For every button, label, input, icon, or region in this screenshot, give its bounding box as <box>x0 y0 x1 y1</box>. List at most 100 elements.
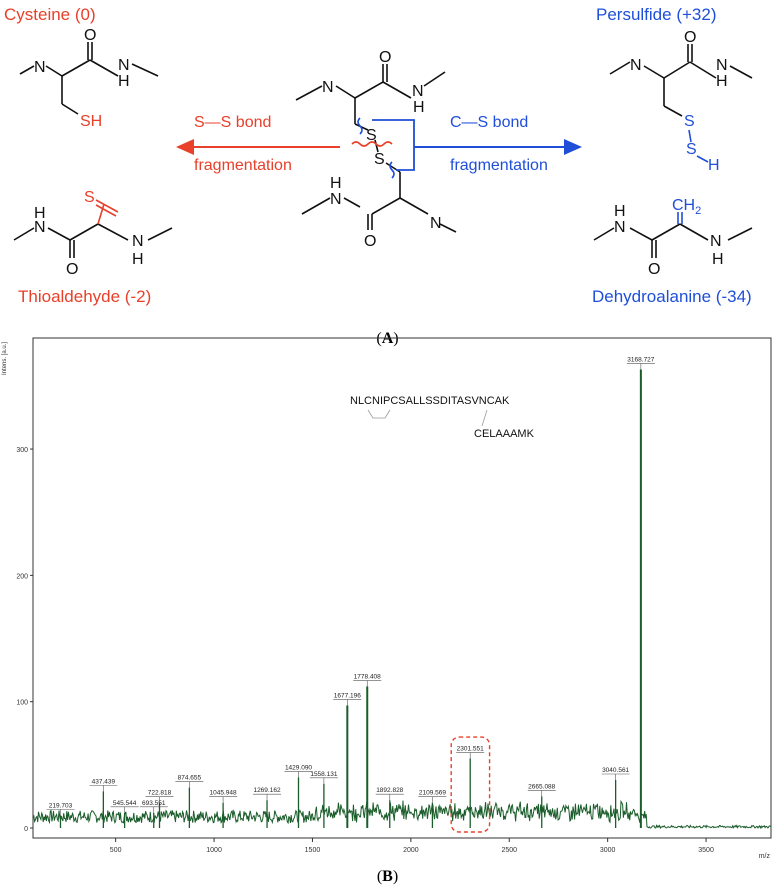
svg-text:N: N <box>132 233 144 250</box>
spectrum-baseline-trace <box>32 799 771 830</box>
x-tick-label: 1000 <box>206 847 222 854</box>
atom-h-top: H <box>413 99 425 116</box>
reaction-scheme: N O N H S S N H O N S—S bond fragmentati… <box>4 5 753 306</box>
x-tick-label: 2000 <box>403 847 419 854</box>
peak-label: 3040.561 <box>602 767 629 774</box>
peak-labels: 219.703 437.439 545.544 693.551 722.818 874.6… <box>46 356 655 816</box>
svg-text:N: N <box>34 59 46 76</box>
dehydroalanine-structure <box>593 223 753 258</box>
cysteine-atoms: N O N H <box>34 27 130 90</box>
persulfide-structure <box>609 44 753 117</box>
peak-label: 3168.727 <box>627 356 654 363</box>
peak-label: 219.703 <box>49 802 73 809</box>
atom-o-bottom: O <box>364 233 376 250</box>
cysteine-title: Cysteine (0) <box>4 5 96 24</box>
x-tick-label: 3000 <box>600 847 616 854</box>
svg-text:H: H <box>118 73 130 90</box>
thioaldehyde-atoms: H N O N H <box>34 205 144 278</box>
svg-text:H: H <box>614 203 626 220</box>
cs-bond-label: C—S bond <box>450 114 528 131</box>
panel-b-caption: (B) <box>376 868 399 885</box>
cysteine-structure <box>19 42 159 115</box>
cs-fragmentation-label: fragmentation <box>450 157 548 174</box>
svg-text:N: N <box>34 219 46 236</box>
x-axis-ticks: 500 1000 1500 2000 2500 3000 3500 <box>110 838 714 854</box>
persulfide-ssh-group: S S H <box>684 113 720 174</box>
peak-label: 693.551 <box>142 800 166 807</box>
x-tick-label: 1500 <box>305 847 321 854</box>
peak-label: 722.818 <box>148 790 172 797</box>
peptide-linker-2 <box>481 409 488 427</box>
svg-text:N: N <box>630 57 642 74</box>
peak-label: 1677.196 <box>334 692 361 699</box>
peak-label: 2665.088 <box>528 783 555 790</box>
spectrum-peaks <box>59 369 642 828</box>
svg-text:O: O <box>684 29 696 46</box>
peak-label: 1429.090 <box>285 764 312 771</box>
atom-n-bottom-amide: N <box>330 191 342 208</box>
thioaldehyde-s-group: S <box>84 189 95 206</box>
x-tick-label: 3500 <box>698 847 714 854</box>
dehydroalanine-title: Dehydroalanine (-34) <box>592 287 752 306</box>
svg-text:N: N <box>710 233 722 250</box>
y-tick-label: 300 <box>16 447 28 454</box>
peak-label: 1558.131 <box>310 771 337 778</box>
x-tick-label: 500 <box>110 847 122 854</box>
persulfide-atoms: N O N H <box>630 29 728 90</box>
x-axis-label: m/z <box>759 853 771 860</box>
svg-text:H: H <box>716 73 728 90</box>
thioaldehyde-title: Thioaldehyde (-2) <box>18 287 151 306</box>
y-axis-ticks: 0 100 200 300 <box>16 447 33 833</box>
peptide-linker-1 <box>367 409 391 419</box>
thioaldehyde-cs-double <box>95 199 119 213</box>
svg-text:H: H <box>708 157 720 174</box>
ss-fragmentation-label: fragmentation <box>194 157 292 174</box>
dehydroalanine-atoms: H N O N H <box>614 203 724 278</box>
cs-bond-bracket <box>372 119 415 171</box>
peak-label: 1269.162 <box>253 787 280 794</box>
disulfide-structure <box>295 64 457 233</box>
atom-h-bottom: H <box>330 175 342 192</box>
cysteine-sh-group: SH <box>80 113 102 130</box>
svg-text:O: O <box>648 261 660 278</box>
peak-label: 2301.551 <box>457 746 484 753</box>
atom-s2: S <box>374 151 385 168</box>
cleavage-squiggles <box>351 117 395 179</box>
svg-text:H: H <box>132 251 144 268</box>
svg-text:N: N <box>716 57 728 74</box>
y-tick-label: 100 <box>16 700 28 707</box>
peak-label: 1892.828 <box>376 787 403 794</box>
svg-text:S: S <box>684 113 695 130</box>
atom-s1: S <box>366 127 377 144</box>
svg-text:H: H <box>34 205 46 222</box>
thioaldehyde-structure <box>13 203 173 258</box>
ss-bond-label: S—S bond <box>194 114 271 131</box>
disulfide-atom-labels: N O N H S S N H O N <box>322 49 442 250</box>
svg-text:S: S <box>686 141 697 158</box>
peak-label: 545.544 <box>113 800 137 807</box>
svg-text:O: O <box>66 261 78 278</box>
svg-text:N: N <box>118 57 130 74</box>
atom-n-bottom: N <box>430 215 442 232</box>
persulfide-title: Persulfide (+32) <box>596 5 716 24</box>
atom-n-top: N <box>322 79 334 96</box>
mass-spectrum-chart: 0 100 200 300 500 1000 1500 2000 2500 3000 3500 I… <box>2 337 772 860</box>
atom-o-top: O <box>379 49 391 66</box>
peak-label: 437.439 <box>92 778 116 785</box>
x-tick-label: 2500 <box>501 847 517 854</box>
svg-text:H: H <box>712 251 724 268</box>
y-tick-label: 200 <box>16 573 28 580</box>
peptide-annotation-2: CELAAAMK <box>474 428 535 440</box>
svg-text:N: N <box>614 219 626 236</box>
peak-label: 1045.948 <box>210 790 237 797</box>
peptide-annotation-1: NLCNIPCSALLSSDITASVNCAK <box>350 395 510 407</box>
svg-text:O: O <box>84 27 96 44</box>
y-tick-label: 0 <box>24 826 28 833</box>
y-axis-label: Intens. [a.u.] <box>2 342 8 375</box>
atom-n-top-amide: N <box>412 83 424 100</box>
peak-label: 1778.408 <box>354 674 381 681</box>
dehydroalanine-ch2-group: CH2 <box>672 197 701 217</box>
peak-label: 2109.569 <box>419 790 446 797</box>
plot-frame <box>32 337 772 839</box>
peak-label: 874.655 <box>178 775 202 782</box>
